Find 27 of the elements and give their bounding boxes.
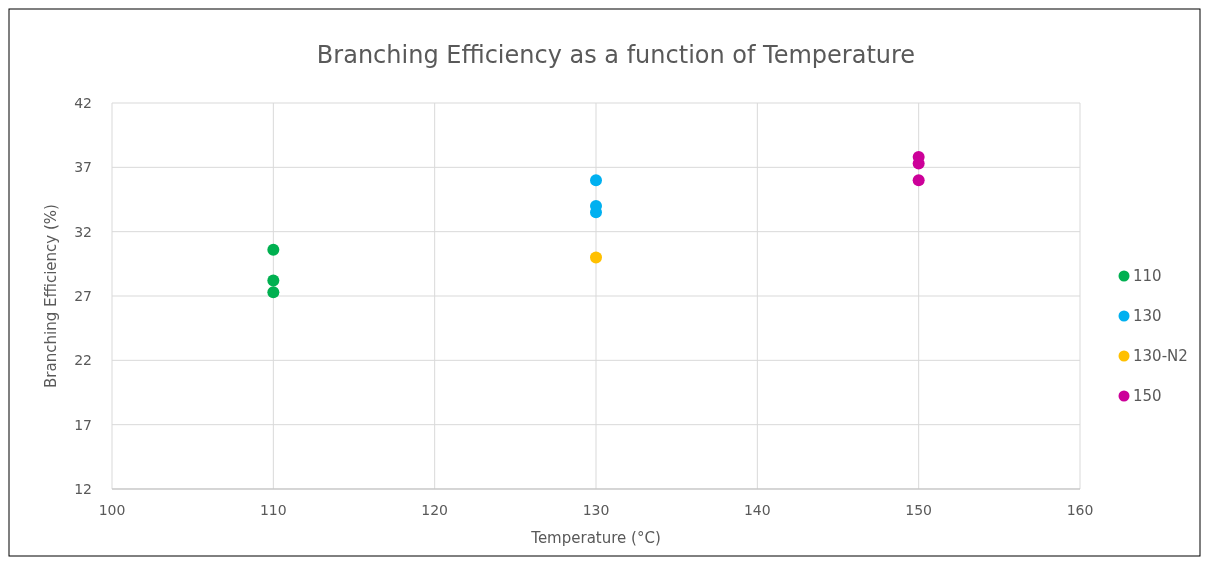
legend-label: 130: [1133, 307, 1162, 326]
x-tick-label: 100: [98, 502, 126, 518]
x-tick-label: 160: [1066, 502, 1094, 518]
x-tick-label: 110: [259, 502, 287, 518]
point: [590, 251, 602, 264]
point: [267, 243, 280, 256]
y-tick-label: 27: [74, 287, 92, 304]
legend-label: 150: [1133, 387, 1162, 406]
legend-label: 110: [1133, 267, 1162, 286]
legend-label: 130-N2: [1133, 347, 1188, 366]
y-tick-label: 12: [74, 480, 92, 497]
x-tick-label: 120: [421, 502, 449, 518]
y-tick-label: 22: [74, 352, 92, 369]
point: [590, 174, 602, 187]
y-tick-label: 42: [74, 94, 92, 111]
y-axis-title: Branching Efficiency (%): [42, 204, 60, 388]
x-axis-title: Temperature (°C): [530, 529, 661, 547]
chart-title: Branching Efficiency as a function of Temperature: [316, 41, 916, 69]
point: [267, 274, 280, 287]
point: [267, 286, 280, 299]
y-tick-label: 32: [74, 223, 92, 240]
x-tick-label: 150: [905, 502, 933, 518]
y-tick-label: 17: [74, 416, 92, 433]
point: [912, 174, 925, 187]
y-tick-label: 37: [74, 159, 92, 176]
x-tick-label: 140: [743, 502, 771, 518]
x-tick-label: 130: [582, 502, 610, 518]
